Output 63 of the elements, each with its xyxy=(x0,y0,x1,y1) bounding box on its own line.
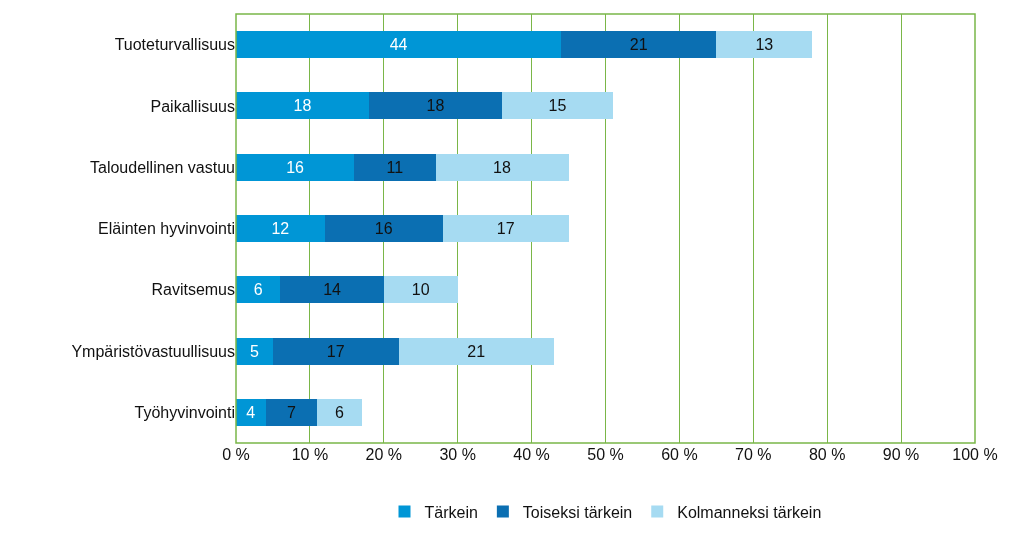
y-tick-label: Ympäristövastuullisuus xyxy=(71,342,235,360)
x-tick-label: 80 % xyxy=(808,446,846,463)
legend-label: Toiseksi tärkein xyxy=(522,503,633,521)
bar xyxy=(716,31,813,59)
x-tick-label: 40 % xyxy=(513,446,550,463)
bar xyxy=(236,153,355,181)
x-tick-label: 70 % xyxy=(735,446,772,463)
legend-label: Tärkein xyxy=(424,503,478,521)
data-label: 4 xyxy=(246,403,256,421)
data-label: 44 xyxy=(389,36,408,54)
x-tick-label: 50 % xyxy=(587,446,624,463)
x-tick-label: 10 % xyxy=(291,446,329,463)
data-label: 21 xyxy=(467,342,486,360)
bar xyxy=(280,276,384,304)
data-label: 6 xyxy=(253,281,263,299)
data-label: 11 xyxy=(386,158,404,176)
x-tick-label: 100 % xyxy=(952,446,998,463)
data-label: 6 xyxy=(334,403,344,421)
bar xyxy=(561,31,717,59)
bar xyxy=(236,31,562,59)
bar xyxy=(236,215,325,242)
data-label: 17 xyxy=(326,342,345,360)
x-tick-label: 0 % xyxy=(222,446,250,463)
x-tick-label: 20 % xyxy=(365,446,403,463)
bar xyxy=(369,92,503,120)
y-tick-label: Työhyvinvointi xyxy=(134,403,235,421)
data-label: 10 xyxy=(411,281,430,299)
data-label: 16 xyxy=(374,220,393,237)
data-label: 12 xyxy=(271,220,290,237)
y-tick-label: Eläinten hyvinvointi xyxy=(98,220,235,238)
bar xyxy=(236,92,370,120)
bar xyxy=(317,398,362,426)
bar xyxy=(236,337,273,365)
bar xyxy=(502,92,613,120)
bar xyxy=(383,276,458,304)
legend-label: Kolmanneksi tärkein xyxy=(677,503,822,521)
x-tick-label: 90 % xyxy=(882,446,920,463)
data-label: 18 xyxy=(426,97,445,115)
bar xyxy=(442,215,569,242)
data-label: 15 xyxy=(548,97,567,115)
y-tick-label: Paikallisuus xyxy=(150,97,235,115)
x-tick-label: 30 % xyxy=(439,446,476,463)
data-label: 17 xyxy=(496,220,515,237)
bar xyxy=(265,398,318,426)
data-label: 7 xyxy=(286,403,296,421)
y-tick-label: Ravitsemus xyxy=(151,281,235,299)
bar xyxy=(324,215,443,242)
y-tick-label: Tuoteturvallisuus xyxy=(114,36,235,54)
bar xyxy=(272,337,399,365)
data-label: 14 xyxy=(323,281,342,299)
data-label: 13 xyxy=(755,36,774,54)
data-label: 5 xyxy=(249,342,259,360)
bar xyxy=(236,398,266,426)
data-label: 18 xyxy=(293,97,312,115)
bar xyxy=(236,276,281,304)
y-tick-label: Taloudellinen vastuu xyxy=(90,158,235,176)
data-label: 21 xyxy=(629,36,648,54)
bar xyxy=(435,153,569,181)
x-tick-label: 60 % xyxy=(661,446,698,463)
data-label: 16 xyxy=(286,158,305,176)
bar xyxy=(398,337,554,365)
bar xyxy=(354,153,436,181)
data-label: 18 xyxy=(493,158,511,176)
